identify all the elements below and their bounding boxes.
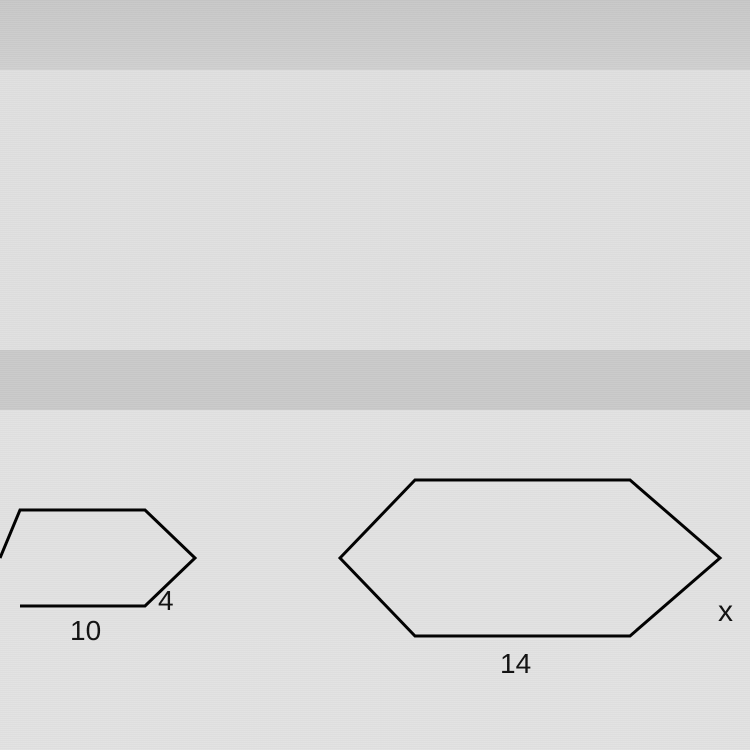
large-hexagon-bottom-label: 14 bbox=[500, 648, 531, 680]
small-hexagon-side-label: 4 bbox=[158, 585, 174, 617]
large-hexagon-side-label: x bbox=[718, 595, 733, 629]
large-hexagon bbox=[340, 480, 720, 636]
geometry-diagram bbox=[0, 0, 750, 750]
small-hexagon-bottom-label: 10 bbox=[70, 615, 101, 647]
